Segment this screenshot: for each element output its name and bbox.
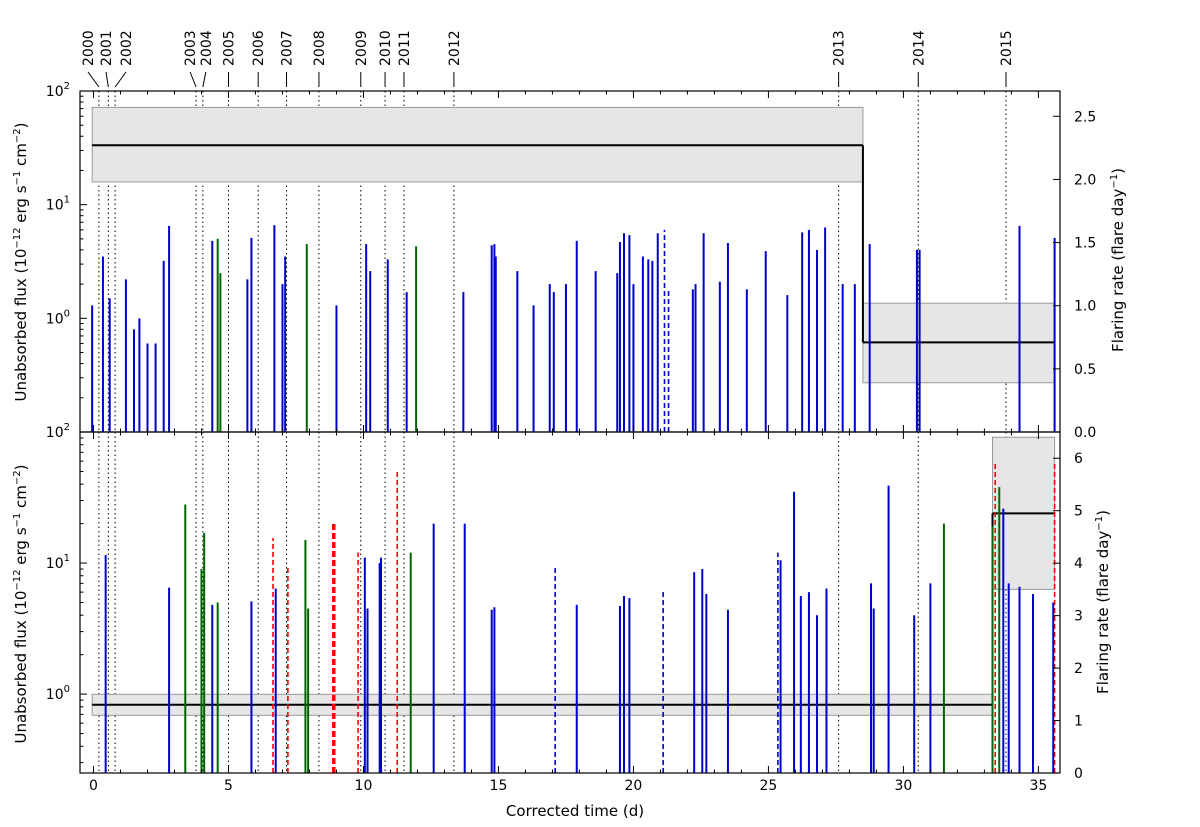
- year-leader-line: [114, 71, 127, 88]
- right-y-tick-label: 0.0: [1074, 425, 1096, 441]
- right-y-tick-label: 4: [1074, 556, 1083, 572]
- bottom-panel: 0 5 10 15 20 25 30 35 101 100 0 1 2 3 4 5 6: [46, 431, 1083, 794]
- year-leader-line: [105, 71, 109, 88]
- y-tick-label: 102: [46, 81, 70, 100]
- year-label: 2014: [911, 30, 927, 66]
- year-label: 2000: [81, 30, 97, 66]
- right-y-tick-label: 6: [1074, 451, 1083, 467]
- x-tick-label: 10: [355, 778, 373, 794]
- right-y-tick-label: 5: [1074, 504, 1083, 520]
- year-label: 2011: [397, 30, 413, 66]
- y-axis-label-top: Unabsorbed flux (10−12 erg s−1 cm−2): [12, 122, 30, 401]
- y-tick-label: 100: [46, 684, 70, 703]
- right-y-tick-label: 2.5: [1074, 109, 1096, 125]
- plot-frame: [79, 431, 1061, 774]
- year-label: 2012: [447, 30, 463, 66]
- right-y-tick-label: 1.0: [1074, 299, 1096, 315]
- year-label: 2013: [832, 30, 848, 66]
- year-leader-line: [202, 71, 207, 88]
- year-label: 2003: [183, 30, 199, 66]
- year-label: 2010: [378, 30, 394, 66]
- year-leader-line: [87, 71, 100, 88]
- year-markers: 2000 2001 2002 2003 2004 2005 2006 2007 2008 2009…: [81, 30, 1015, 88]
- y-tick-label: 101: [46, 195, 70, 214]
- right-y-tick-label: 1: [1074, 714, 1083, 730]
- year-label: 2002: [119, 30, 135, 66]
- right-y-tick-label: 1.5: [1074, 236, 1096, 252]
- year-label: 2007: [280, 30, 296, 66]
- year-label: 2009: [354, 30, 370, 66]
- x-tick-label: 25: [760, 778, 778, 794]
- right-y-tick-label: 2.0: [1074, 172, 1096, 188]
- x-tick-label: 0: [89, 778, 98, 794]
- year-label: 2015: [999, 30, 1015, 66]
- y-tick-label: 101: [46, 553, 70, 572]
- x-axis-label: Corrected time (d): [506, 802, 644, 820]
- x-tick-label: 30: [895, 778, 913, 794]
- right-y-tick-label: 3: [1074, 609, 1083, 625]
- x-tick-label: 5: [224, 778, 233, 794]
- right-axis-label-top: Flaring rate (flare day−1): [1109, 168, 1127, 352]
- x-tick-label: 35: [1029, 778, 1047, 794]
- x-tick-label: 20: [625, 778, 643, 794]
- right-y-tick-label: 0.5: [1074, 362, 1096, 378]
- y-axis-label-bottom: Unabsorbed flux (10−12 erg s−1 cm−2): [12, 464, 30, 743]
- year-label: 2008: [312, 30, 328, 66]
- y-tick-label: 100: [46, 308, 70, 327]
- right-axis-label-bottom: Flaring rate (flare day−1): [1094, 510, 1112, 694]
- year-label: 2006: [251, 30, 267, 66]
- right-y-tick-label: 2: [1074, 661, 1083, 677]
- right-y-tick-label: 0: [1074, 766, 1083, 782]
- year-label: 2001: [99, 30, 115, 66]
- y-tick-label: 102: [46, 422, 70, 441]
- year-label: 2005: [221, 30, 237, 66]
- x-tick-label: 15: [490, 778, 508, 794]
- top-panel: 102 101 100 102 0.0 0.5 1.0 1.5 2.0 2.5: [46, 81, 1096, 441]
- year-leader-line: [189, 71, 197, 88]
- year-label: 2004: [199, 30, 215, 66]
